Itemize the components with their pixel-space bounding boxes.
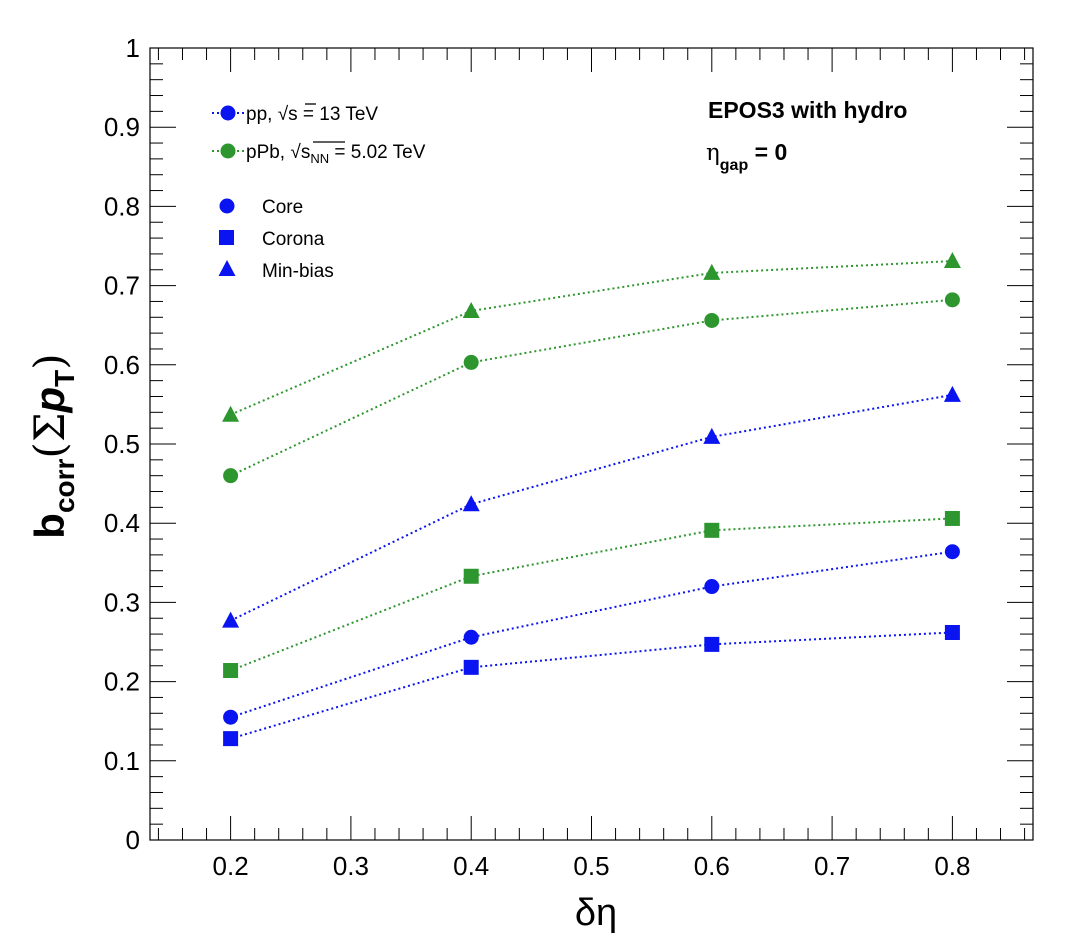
series-line bbox=[230, 550, 953, 719]
legend-ppb-sqrt-var: s bbox=[301, 142, 311, 163]
legend-ppb-marker bbox=[220, 143, 236, 159]
legend-entry-core: Core bbox=[219, 197, 303, 218]
x-tick-label: 0.5 bbox=[573, 851, 609, 881]
y-tick-label: 0 bbox=[126, 825, 140, 855]
legend-ppb-sqrt-symbol: √ bbox=[290, 142, 301, 163]
series-line bbox=[230, 517, 953, 672]
legend-pp-tail: = 13 TeV bbox=[298, 104, 379, 125]
y-tick-label: 0.4 bbox=[104, 508, 140, 538]
annotation-eta-symbol: η bbox=[706, 140, 720, 166]
data-point bbox=[222, 405, 240, 422]
annotation-eta-sub: gap bbox=[720, 157, 749, 174]
legend: pp, √s = 13 TeV pPb, √sNN = 5.02 TeV Cor… bbox=[212, 103, 426, 282]
data-point bbox=[704, 579, 720, 595]
legend-corona-marker bbox=[219, 230, 234, 245]
y-tick-label: 0.8 bbox=[104, 191, 140, 221]
y-axis-title-p-sub: T bbox=[49, 370, 80, 387]
data-point bbox=[463, 354, 479, 370]
series-ppb-core bbox=[223, 292, 960, 484]
legend-entry-ppb: pPb, √sNN = 5.02 TeV bbox=[212, 141, 426, 166]
y-axis-title-open: (Σ bbox=[25, 412, 74, 458]
data-point bbox=[223, 709, 239, 725]
legend-min-bias-marker bbox=[218, 260, 236, 276]
y-axis-title: bcorr(ΣpT) bbox=[25, 353, 80, 538]
y-tick-label: 0.2 bbox=[104, 667, 140, 697]
series-line bbox=[230, 260, 953, 416]
data-point bbox=[223, 731, 239, 747]
y-axis-title-sub: corr bbox=[49, 458, 80, 513]
data-point bbox=[223, 468, 239, 484]
y-axis-title-close: ) bbox=[25, 353, 74, 369]
data-point bbox=[462, 495, 480, 512]
legend-ppb-label: pPb, bbox=[246, 142, 290, 163]
data-point bbox=[703, 427, 721, 444]
data-point bbox=[704, 522, 720, 538]
series-line bbox=[230, 631, 953, 740]
data-point bbox=[944, 510, 960, 526]
legend-corona-label: Corona bbox=[262, 229, 325, 250]
series-pp-core bbox=[223, 544, 960, 725]
legend-pp-marker bbox=[220, 105, 236, 121]
data-point bbox=[463, 629, 479, 645]
legend-core-label: Core bbox=[262, 197, 303, 218]
x-tick-label: 0.8 bbox=[934, 851, 970, 881]
data-point bbox=[223, 663, 239, 679]
data-point bbox=[944, 292, 960, 308]
series-line bbox=[230, 298, 953, 477]
legend-ppb-text: pPb, √sNN = 5.02 TeV bbox=[246, 142, 426, 166]
y-axis-title-p: p bbox=[26, 387, 73, 414]
y-tick-label: 0.1 bbox=[104, 746, 140, 776]
x-tick-label: 0.6 bbox=[694, 851, 730, 881]
legend-pp-label: pp, bbox=[246, 104, 278, 125]
y-tick-label: 0.7 bbox=[104, 271, 140, 301]
series-pp-corona bbox=[223, 624, 960, 747]
y-tick-label: 0.6 bbox=[104, 350, 140, 380]
x-tick-label: 0.2 bbox=[213, 851, 249, 881]
legend-entry-min-bias: Min-bias bbox=[218, 260, 334, 282]
series-ppb-corona bbox=[223, 510, 960, 679]
legend-pp-sqrt-symbol: √ bbox=[278, 104, 289, 125]
data-point bbox=[943, 252, 961, 269]
data-point bbox=[463, 568, 479, 584]
x-tick-label: 0.4 bbox=[453, 851, 489, 881]
y-tick-label: 0.5 bbox=[104, 429, 140, 459]
y-axis-title-b: b bbox=[26, 513, 73, 539]
series-layer bbox=[222, 252, 961, 747]
y-tick-label: 1 bbox=[126, 33, 140, 63]
legend-ppb-sqrt-sub: NN bbox=[310, 151, 329, 166]
legend-min-bias-label: Min-bias bbox=[262, 261, 334, 282]
legend-entry-corona: Corona bbox=[219, 229, 325, 250]
x-tick-label: 0.7 bbox=[814, 851, 850, 881]
legend-pp-text: pp, √s = 13 TeV bbox=[246, 104, 378, 125]
data-point bbox=[943, 385, 961, 402]
annotation-eta-value: = 0 bbox=[748, 139, 787, 165]
legend-ppb-tail: = 5.02 TeV bbox=[329, 142, 426, 163]
axes: 0 0.1 0.2 0.3 0.4 0.5 0.6 0.7 0.8 0.9 1 0.2 0.3 0.4 0.… bbox=[104, 33, 1034, 881]
legend-core-marker bbox=[219, 198, 235, 214]
data-point bbox=[704, 312, 720, 328]
series-ppb-min-bias bbox=[222, 252, 961, 422]
series-pp-min-bias bbox=[222, 385, 961, 628]
data-point bbox=[703, 263, 721, 280]
data-point bbox=[944, 544, 960, 560]
y-tick-label: 0.9 bbox=[104, 112, 140, 142]
data-point bbox=[944, 624, 960, 640]
data-point bbox=[463, 659, 479, 675]
data-point bbox=[462, 301, 480, 318]
annotation-eta-gap: ηgap = 0 bbox=[706, 139, 787, 174]
data-point bbox=[222, 611, 240, 628]
y-tick-label: 0.3 bbox=[104, 587, 140, 617]
legend-entry-pp: pp, √s = 13 TeV bbox=[212, 103, 378, 125]
x-tick-label: 0.3 bbox=[333, 851, 369, 881]
data-point bbox=[704, 636, 720, 652]
x-axis-title: δη bbox=[575, 892, 617, 934]
annotation-title: EPOS3 with hydro bbox=[708, 97, 907, 123]
legend-pp-sqrt-var: s bbox=[288, 104, 298, 125]
